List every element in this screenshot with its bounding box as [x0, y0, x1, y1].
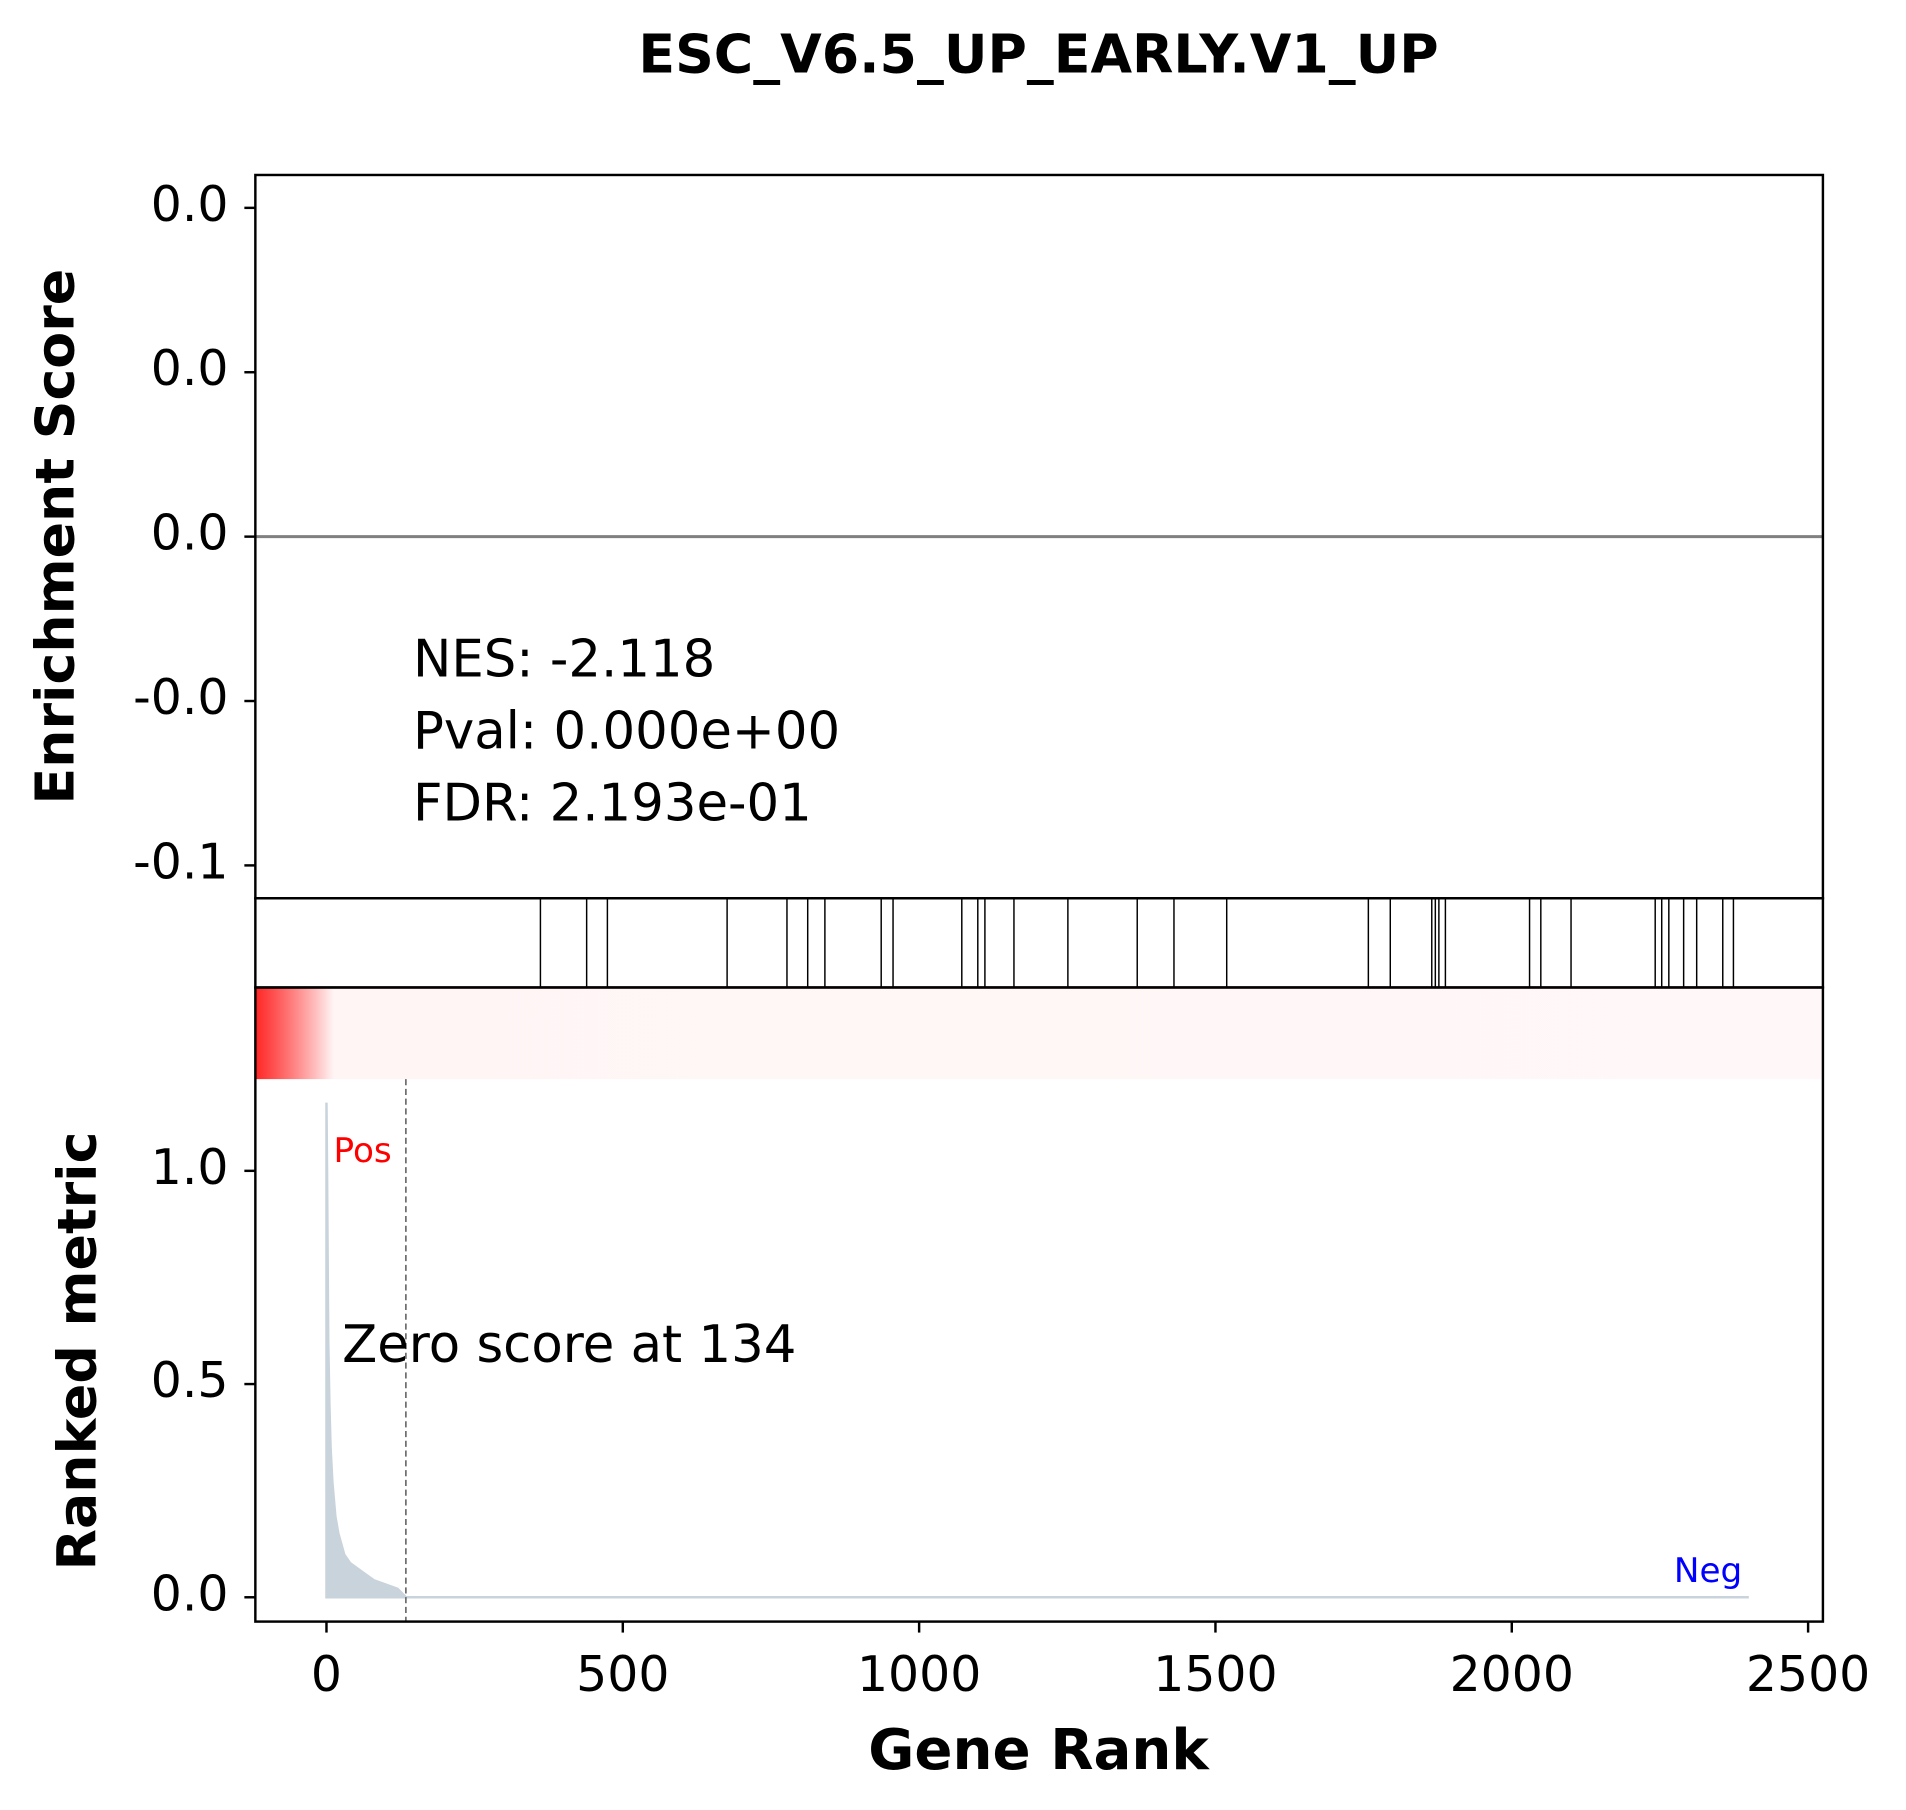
x-tick-label: 500 — [576, 1646, 669, 1703]
pos-label: Pos — [334, 1131, 392, 1171]
y-tick-label: 1.0 — [151, 1139, 229, 1196]
x-axis-label: Gene Rank — [868, 1718, 1210, 1783]
chart-title: ESC_V6.5_UP_EARLY.V1_UP — [638, 22, 1438, 85]
panel-frame — [254, 986, 1825, 1623]
metric-area — [325, 1102, 1749, 1599]
y-tick-label: -0.0 — [133, 669, 228, 726]
stat-annotation: FDR: 2.193e-01 — [413, 774, 812, 834]
y-tick-label: 0.0 — [151, 340, 229, 397]
x-tick-label: 2500 — [1746, 1646, 1870, 1703]
neg-label: Neg — [1674, 1551, 1742, 1591]
heatmap-strip — [255, 987, 1823, 1080]
y-axis-label: Enrichment Score — [23, 269, 86, 805]
stat-annotation: NES: -2.118 — [413, 629, 715, 689]
x-tick-label: 1000 — [857, 1646, 981, 1703]
panel-frame — [254, 897, 1825, 989]
y-tick-label: 0.0 — [151, 176, 229, 233]
y-tick-label: 0.5 — [151, 1352, 229, 1409]
x-tick-label: 0 — [311, 1646, 342, 1703]
stat-annotation: Pval: 0.000e+00 — [413, 702, 840, 762]
x-tick-label: 1500 — [1153, 1646, 1277, 1703]
y-tick-label: -0.1 — [133, 833, 228, 890]
y-tick-label: 0.0 — [151, 505, 229, 562]
y-tick-label: 0.0 — [151, 1565, 229, 1622]
y-axis-label: Ranked metric — [45, 1132, 108, 1571]
x-tick-label: 2000 — [1450, 1646, 1574, 1703]
zero-score-text: Zero score at 134 — [342, 1315, 796, 1375]
